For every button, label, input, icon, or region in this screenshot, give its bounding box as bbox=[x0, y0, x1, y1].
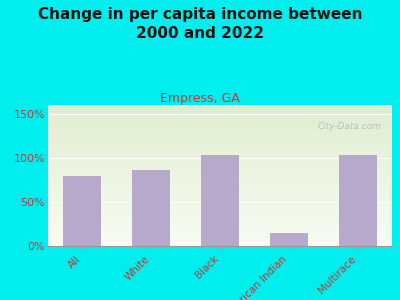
Bar bbox=[64, 176, 101, 246]
Bar bbox=[339, 155, 376, 246]
Text: Change in per capita income between
2000 and 2022: Change in per capita income between 2000… bbox=[38, 8, 362, 41]
Bar bbox=[201, 155, 239, 246]
Text: Empress, GA: Empress, GA bbox=[160, 92, 240, 104]
Bar bbox=[270, 233, 308, 246]
Bar bbox=[132, 170, 170, 246]
Text: City-Data.com: City-Data.com bbox=[318, 122, 382, 131]
